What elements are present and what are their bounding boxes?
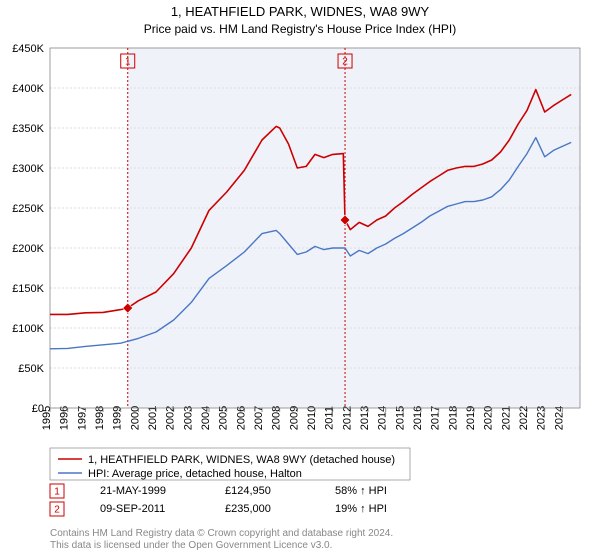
ytick-label: £400K — [12, 83, 44, 95]
footer-line: This data is licensed under the Open Gov… — [50, 540, 332, 551]
xtick-label: 1995 — [41, 406, 53, 430]
ytick-label: £100K — [12, 323, 44, 335]
sale-delta: 19% ↑ HPI — [335, 503, 387, 515]
xtick-label: 2023 — [536, 406, 548, 430]
xtick-label: 2020 — [483, 406, 495, 430]
chart-subtitle: Price paid vs. HM Land Registry's House … — [144, 22, 456, 36]
ytick-label: £250K — [12, 203, 44, 215]
xtick-label: 2013 — [359, 406, 371, 430]
xtick-label: 2002 — [165, 406, 177, 430]
xtick-label: 2011 — [324, 406, 336, 430]
xtick-label: 1999 — [112, 406, 124, 430]
xtick-label: 2009 — [288, 406, 300, 430]
chart-container: { "title": "1, HEATHFIELD PARK, WIDNES, … — [0, 0, 600, 560]
xtick-label: 2008 — [271, 406, 283, 430]
xtick-label: 2018 — [447, 406, 459, 430]
xtick-label: 2022 — [518, 406, 530, 430]
chart-svg: 1, HEATHFIELD PARK, WIDNES, WA8 9WY Price… — [0, 0, 600, 560]
legend-label: HPI: Average price, detached house, Halt… — [88, 468, 302, 480]
sale-price: £235,000 — [225, 503, 271, 515]
sale-date: 09-SEP-2011 — [100, 503, 165, 515]
footer-line: Contains HM Land Registry data © Crown c… — [50, 528, 393, 539]
xtick-label: 2000 — [129, 406, 141, 430]
xtick-label: 1997 — [76, 406, 88, 430]
xtick-label: 2024 — [553, 406, 565, 430]
xtick-label: 2015 — [394, 406, 406, 430]
sale-row-number: 2 — [54, 505, 60, 516]
ytick-label: £150K — [12, 283, 44, 295]
xtick-label: 2010 — [306, 406, 318, 430]
xtick-label: 2019 — [465, 406, 477, 430]
ytick-label: £50K — [18, 363, 44, 375]
xtick-label: 2016 — [412, 406, 424, 430]
legend-label: 1, HEATHFIELD PARK, WIDNES, WA8 9WY (det… — [88, 454, 395, 466]
xtick-label: 2012 — [341, 406, 353, 430]
xtick-label: 2014 — [377, 406, 389, 430]
ytick-label: £350K — [12, 123, 44, 135]
sale-price: £124,950 — [225, 485, 271, 497]
xtick-label: 2007 — [253, 406, 265, 430]
marker-number: 1 — [125, 57, 131, 68]
sale-row-number: 1 — [54, 487, 60, 498]
xtick-label: 2005 — [218, 406, 230, 430]
marker-number: 2 — [342, 57, 348, 68]
xtick-label: 2017 — [430, 406, 442, 430]
xtick-label: 2003 — [182, 406, 194, 430]
xtick-label: 2001 — [147, 406, 159, 430]
xtick-label: 1998 — [94, 406, 106, 430]
sale-delta: 58% ↑ HPI — [335, 485, 387, 497]
xtick-label: 2021 — [500, 406, 512, 430]
shade-band-2 — [345, 48, 580, 408]
ytick-label: £300K — [12, 163, 44, 175]
xtick-label: 2004 — [200, 406, 212, 430]
ytick-label: £450K — [12, 43, 44, 55]
shade-band-1 — [128, 48, 345, 408]
chart-title: 1, HEATHFIELD PARK, WIDNES, WA8 9WY — [171, 4, 430, 19]
ytick-label: £200K — [12, 243, 44, 255]
sale-date: 21-MAY-1999 — [100, 485, 166, 497]
xtick-label: 2006 — [235, 406, 247, 430]
xtick-label: 1996 — [59, 406, 71, 430]
